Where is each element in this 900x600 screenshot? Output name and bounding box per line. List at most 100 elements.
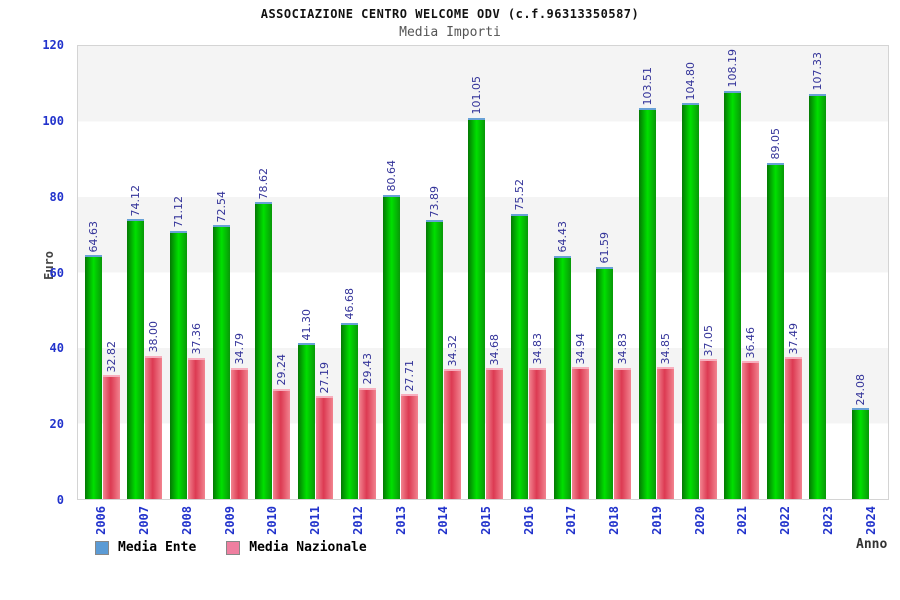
- x-tick-label: 2024: [863, 506, 878, 535]
- bar-group-2007: 74.12 38.00: [121, 46, 164, 499]
- bar-value-label-media-nazionale-2019: 34.85: [658, 332, 672, 365]
- bar-column-media-ente-2014: 73.89: [425, 46, 443, 499]
- y-tick-60: 60: [49, 265, 64, 280]
- bar-column-media-ente-2015: 101.05: [468, 46, 486, 499]
- bar-value-label-media-ente-2020: 104.80: [683, 61, 697, 101]
- bar-column-media-nazionale-2015: 34.68: [486, 46, 504, 499]
- bar-value-label-media-nazionale-2013: 27.71: [403, 359, 417, 392]
- bar-group-2024: 24.08: [845, 46, 888, 499]
- bar-group-2011: 41.30 27.19: [291, 46, 334, 499]
- bar-column-media-ente-2007: 74.12: [127, 46, 145, 499]
- bar-media-ente-2013: [383, 194, 401, 499]
- bar-value-label-media-nazionale-2020: 37.05: [701, 324, 715, 357]
- bar-group-2019: 103.51 34.85: [632, 46, 675, 499]
- bar-media-ente-2021: [724, 90, 742, 499]
- bar-column-media-nazionale-2017: 34.94: [571, 46, 589, 499]
- bar-media-ente-2019: [638, 108, 656, 499]
- bar-column-media-ente-2017: 64.43: [553, 46, 571, 499]
- bar-column-media-nazionale-2013: 27.71: [401, 46, 419, 499]
- x-tick-label: 2012: [350, 506, 365, 535]
- x-tick-2013: 2013: [376, 506, 419, 535]
- x-tick-2015: 2015: [462, 506, 505, 535]
- bar-value-label-media-nazionale-2015: 34.68: [488, 333, 502, 366]
- x-tick-2011: 2011: [291, 506, 334, 535]
- x-tick-label: 2022: [778, 506, 793, 535]
- bar-value-label-media-ente-2017: 64.43: [555, 221, 569, 253]
- y-axis-ticks: 0 20 40 60 80 100 120: [0, 38, 70, 507]
- bar-media-ente-2008: [170, 230, 188, 499]
- bar-column-media-ente-2012: 46.68: [340, 46, 358, 499]
- bar-value-label-media-nazionale-2007: 38.00: [147, 321, 161, 353]
- x-tick-label: 2006: [94, 506, 109, 535]
- x-tick-label: 2020: [692, 506, 707, 535]
- x-tick-2022: 2022: [761, 506, 804, 535]
- x-axis-labels: 2006 2007 2008 2009 2010 2011 2012 2013 2014 2015…: [77, 506, 889, 535]
- bar-column-media-ente-2023: 107.33: [809, 46, 827, 499]
- bar-media-ente-2006: [84, 255, 102, 499]
- bar-media-nazionale-2016: [529, 367, 547, 499]
- y-tick-20: 20: [49, 417, 64, 432]
- bar-media-nazionale-2020: [699, 359, 717, 499]
- x-tick-2014: 2014: [419, 506, 462, 535]
- x-tick-label: 2007: [137, 506, 152, 535]
- chart-title: ASSOCIAZIONE CENTRO WELCOME ODV (c.f.963…: [260, 7, 640, 21]
- bar-media-nazionale-2014: [443, 369, 461, 499]
- bar-value-label-media-ente-2018: 61.59: [598, 232, 612, 264]
- bar-group-2013: 80.64 27.71: [376, 46, 419, 499]
- bar-group-2008: 71.12 37.36: [163, 46, 206, 499]
- bar-value-label-media-ente-2023: 107.33: [811, 52, 825, 91]
- bar-media-nazionale-2022: [784, 357, 802, 499]
- x-tick-label: 2014: [436, 506, 451, 535]
- bar-group-2020: 104.80 37.05: [675, 46, 718, 499]
- bar-media-ente-2007: [127, 219, 145, 499]
- bar-value-label-media-ente-2016: 75.52: [513, 179, 527, 211]
- bar-column-media-nazionale-2008: 37.36: [188, 46, 206, 499]
- bar-value-label-media-nazionale-2014: 34.32: [445, 334, 459, 367]
- bar-column-media-ente-2016: 75.52: [511, 46, 529, 499]
- x-tick-2021: 2021: [718, 506, 761, 535]
- x-tick-2024: 2024: [846, 506, 889, 535]
- bar-value-label-media-nazionale-2010: 29.24: [275, 354, 289, 386]
- bar-value-label-media-ente-2021: 108.19: [726, 49, 740, 88]
- legend-label-media-nazionale: Media Nazionale: [249, 540, 367, 555]
- bar-value-label-media-ente-2012: 46.68: [342, 288, 356, 320]
- bar-media-ente-2009: [212, 225, 230, 499]
- bar-column-media-nazionale-2014: 34.32: [443, 46, 461, 499]
- bar-value-label-media-nazionale-2021: 36.46: [744, 326, 758, 359]
- bar-value-label-media-ente-2007: 74.12: [129, 184, 143, 217]
- bar-media-ente-2011: [297, 343, 315, 499]
- bar-media-nazionale-2008: [188, 357, 206, 499]
- bar-column-media-ente-2020: 104.80: [681, 46, 699, 499]
- y-tick-0: 0: [56, 493, 64, 507]
- bar-media-ente-2015: [468, 117, 486, 499]
- x-tick-2008: 2008: [162, 506, 205, 535]
- bar-media-ente-2016: [511, 213, 529, 499]
- bar-column-media-nazionale-2020: 37.05: [699, 46, 717, 499]
- bar-column-media-nazionale-2019: 34.85: [656, 46, 674, 499]
- bar-column-media-ente-2010: 78.62: [255, 46, 273, 499]
- bar-value-label-media-ente-2019: 103.51: [640, 66, 654, 106]
- bar-column-media-ente-2019: 103.51: [638, 46, 656, 499]
- bar-column-media-ente-2022: 89.05: [766, 46, 784, 499]
- y-tick-40: 40: [49, 341, 64, 356]
- bar-column-media-nazionale-2022: 37.49: [784, 46, 802, 499]
- bar-media-ente-2012: [340, 322, 358, 499]
- bar-column-media-ente-2009: 72.54: [212, 46, 230, 499]
- bar-group-2009: 72.54 34.79: [206, 46, 249, 499]
- bar-media-nazionale-2010: [273, 388, 291, 499]
- x-tick-2007: 2007: [120, 506, 163, 535]
- bar-column-media-ente-2021: 108.19: [724, 46, 742, 499]
- x-tick-label: 2016: [521, 506, 536, 535]
- bar-media-ente-2010: [255, 202, 273, 499]
- bar-media-nazionale-2017: [571, 367, 589, 499]
- bar-media-ente-2017: [553, 255, 571, 499]
- legend-item-media-ente: Media Ente: [95, 540, 196, 555]
- bar-column-media-ente-2018: 61.59: [596, 46, 614, 499]
- x-tick-2020: 2020: [675, 506, 718, 535]
- bar-column-media-nazionale-2007: 38.00: [145, 46, 163, 499]
- bar-group-2006: 64.63 32.82: [78, 46, 121, 499]
- bar-media-ente-2024: [852, 408, 870, 499]
- bar-group-2014: 73.89 34.32: [419, 46, 462, 499]
- bar-media-ente-2022: [766, 162, 784, 499]
- bar-group-2022: 89.05 37.49: [760, 46, 803, 499]
